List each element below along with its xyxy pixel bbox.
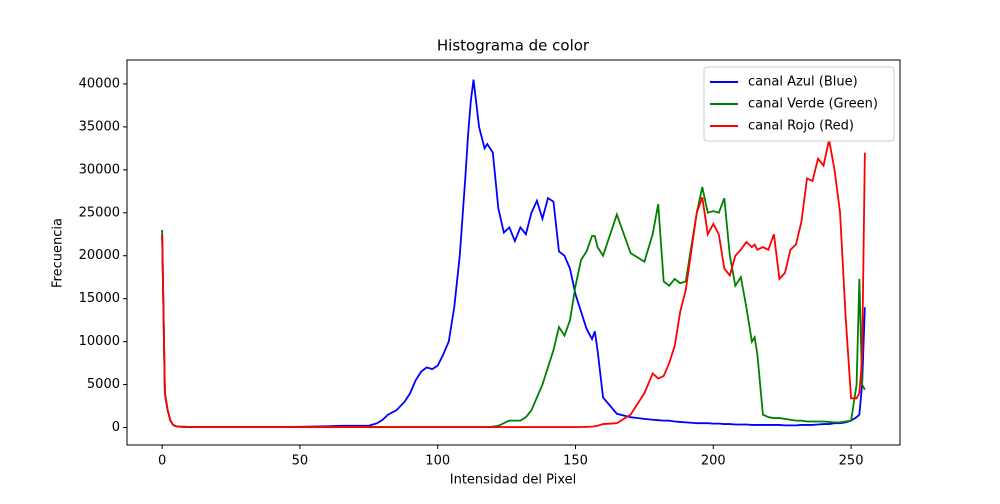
y-tick-label: 35000 — [79, 119, 120, 134]
legend-label: canal Verde (Green) — [748, 97, 878, 112]
x-tick-label: 150 — [563, 454, 588, 469]
legend-box — [703, 66, 895, 142]
y-tick-label: 25000 — [79, 205, 120, 220]
y-tick-label: 20000 — [79, 248, 120, 263]
x-tick-label: 200 — [701, 454, 726, 469]
plot-frame — [126, 59, 901, 446]
series-line — [161, 79, 866, 428]
x-axis-label: Intensidad del Pixel — [450, 473, 576, 488]
y-tick-label: 10000 — [79, 334, 120, 349]
x-tick-label: 0 — [158, 454, 166, 469]
x-tick-label: 50 — [292, 454, 309, 469]
legend-label: canal Rojo (Red) — [748, 119, 854, 134]
y-tick-label: 5000 — [87, 377, 120, 392]
chart-title: Histograma de color — [437, 37, 590, 55]
legend-label: canal Azul (Blue) — [748, 75, 858, 90]
y-tick-label: 0 — [112, 420, 120, 435]
y-tick-label: 15000 — [79, 291, 120, 306]
x-tick-label: 250 — [839, 454, 864, 469]
y-tick-label: 30000 — [79, 162, 120, 177]
y-axis-label: Frecuencia — [51, 218, 66, 288]
y-tick-label: 40000 — [79, 76, 120, 91]
x-tick-label: 100 — [425, 454, 450, 469]
series-line — [161, 139, 866, 428]
